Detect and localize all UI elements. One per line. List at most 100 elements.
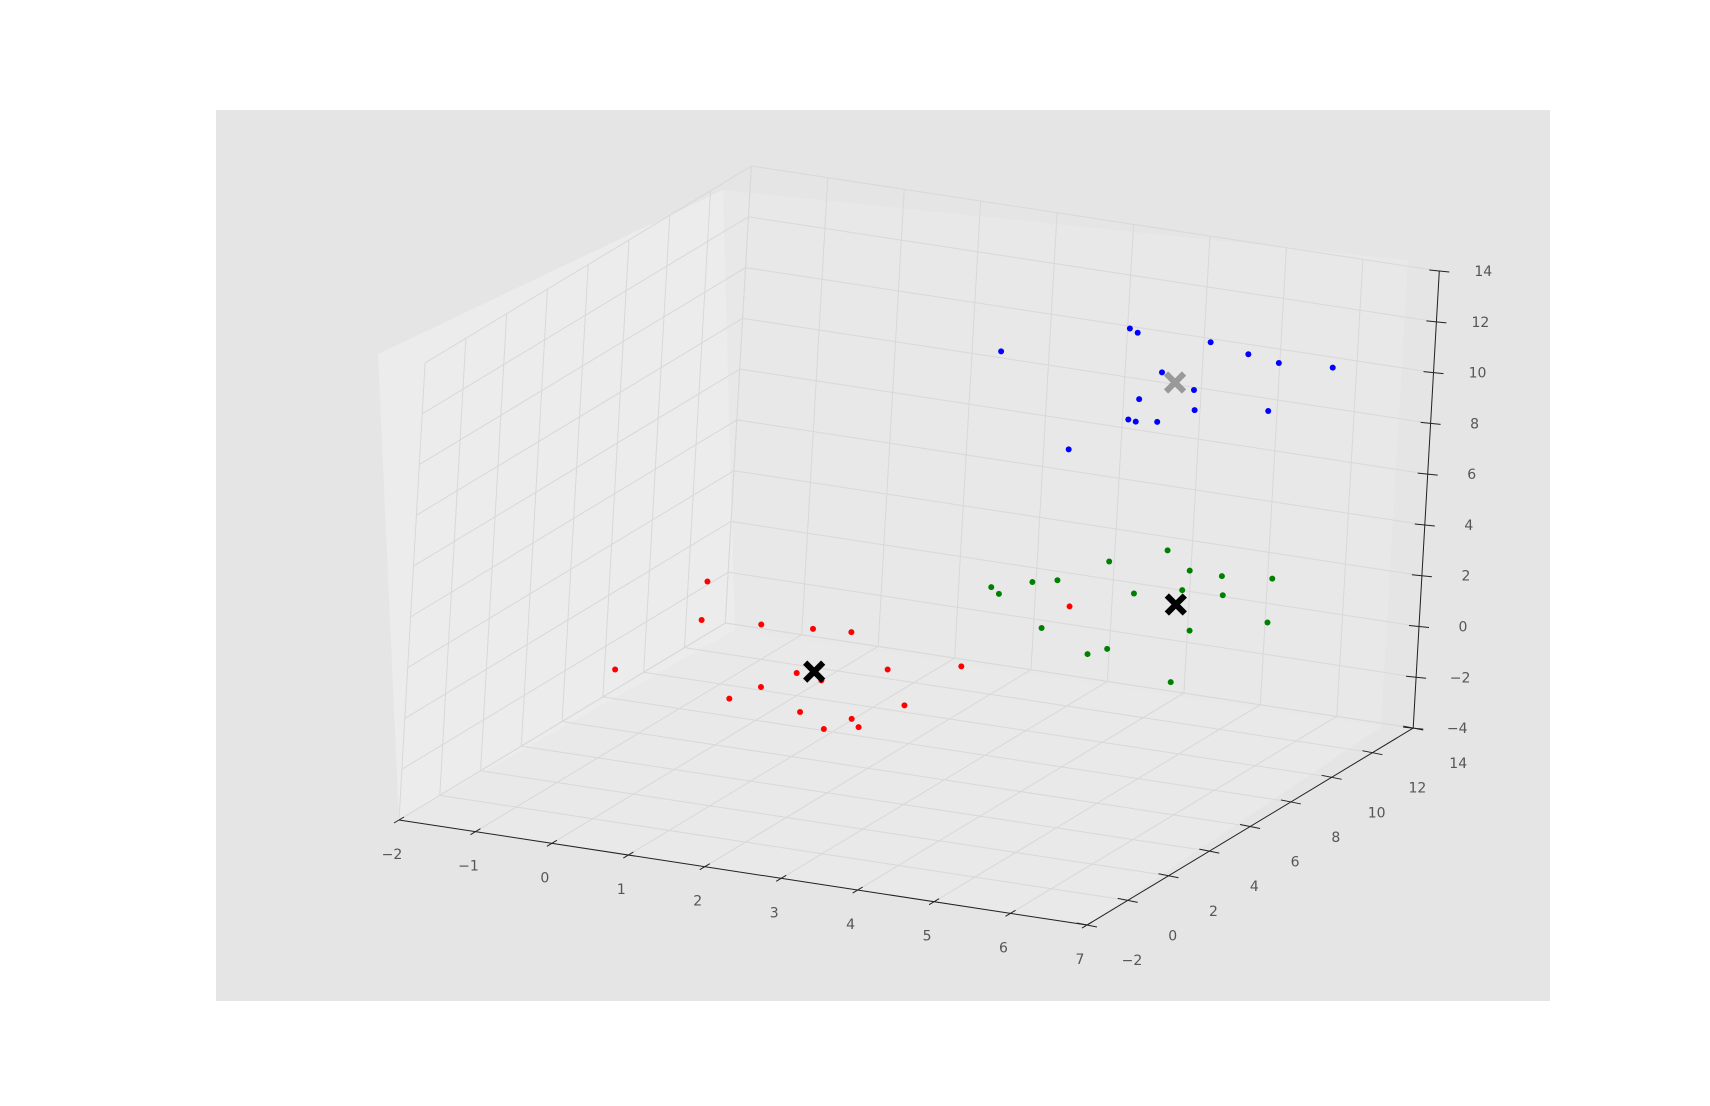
side-pane-gridline xyxy=(480,313,508,771)
floor-pane-gridline xyxy=(643,671,1332,778)
data-point xyxy=(1264,619,1271,626)
y-tick-label: −2 xyxy=(1122,953,1143,969)
back-pane-gridline xyxy=(1106,224,1135,682)
y-axis-tick xyxy=(1280,799,1301,805)
grid-lines xyxy=(398,165,1440,926)
z-tick-label: 0 xyxy=(1459,620,1468,636)
data-point xyxy=(884,666,891,673)
data-point xyxy=(958,663,965,670)
x-tick-label: 6 xyxy=(999,940,1008,956)
back-pane-gridline xyxy=(730,520,1420,628)
data-point xyxy=(1179,587,1186,594)
data-point xyxy=(793,670,800,677)
z-axis-tick xyxy=(1406,675,1427,679)
z-axis-tick xyxy=(1420,421,1441,425)
z-tick-label: −4 xyxy=(1447,721,1468,737)
back-pane-gridline xyxy=(801,177,829,635)
data-point xyxy=(1218,573,1225,580)
data-point xyxy=(1136,396,1143,403)
floor-pane-gridline xyxy=(562,721,1251,828)
back-pane-gridline xyxy=(728,571,1417,678)
y-tick-label: 4 xyxy=(1250,879,1259,895)
z-axis-tick xyxy=(1423,371,1444,375)
back-pane-gridline xyxy=(954,201,982,659)
data-point xyxy=(998,348,1005,355)
back-pane-gridline xyxy=(742,317,1431,424)
z-axis-tick xyxy=(1426,320,1447,324)
centroid-x-marker xyxy=(1164,593,1187,616)
x-tick-label: 5 xyxy=(923,929,932,945)
data-point xyxy=(612,666,619,673)
y-axis-tick xyxy=(1321,774,1342,780)
x-tick-label: −1 xyxy=(458,859,479,875)
z-axis-tick xyxy=(1414,523,1435,527)
y-axis-tick xyxy=(1239,824,1261,830)
y-axis-tick xyxy=(1199,848,1220,854)
data-point xyxy=(1186,627,1193,634)
data-point xyxy=(1207,339,1214,346)
back-pane-gridline xyxy=(1259,247,1287,705)
floor-pane-gridline xyxy=(725,622,1414,729)
x-tick-label: 0 xyxy=(540,870,549,886)
floor-pane-gridline xyxy=(480,770,1169,877)
x-tick-label: 7 xyxy=(1075,952,1084,968)
data-point xyxy=(1329,364,1336,371)
back-pane-gridline xyxy=(748,216,1437,323)
data-point xyxy=(1245,351,1252,358)
data-point xyxy=(1130,590,1137,597)
side-pane-gridline xyxy=(439,338,467,796)
data-point xyxy=(820,725,827,732)
data-point xyxy=(1269,575,1276,582)
data-point xyxy=(1065,446,1072,453)
data-point xyxy=(758,621,765,628)
data-point xyxy=(1134,329,1141,336)
floor-pane-gridline xyxy=(684,647,1373,754)
data-point xyxy=(1164,547,1171,554)
x-axis-line xyxy=(398,819,1088,926)
side-pane-gridline xyxy=(561,264,589,722)
data-point xyxy=(810,625,817,632)
x-tick-label: 2 xyxy=(693,894,702,910)
data-point xyxy=(848,629,855,636)
x-tick-label: −2 xyxy=(382,847,403,863)
x-axis-tick xyxy=(470,828,481,836)
x-tick-label: 1 xyxy=(617,882,626,898)
side-pane-gridline xyxy=(602,239,630,697)
back-pane-gridline xyxy=(1183,236,1211,694)
floor-pane-gridline xyxy=(475,634,802,833)
data-point xyxy=(1132,418,1139,425)
x-axis-tick xyxy=(928,898,940,906)
back-pane-gridline xyxy=(724,165,752,624)
data-point xyxy=(1191,407,1198,414)
x-axis-tick xyxy=(393,816,405,824)
back-pane-gridline xyxy=(739,368,1428,475)
back-pane-gridline xyxy=(1030,212,1058,670)
data-point xyxy=(848,715,855,722)
centroid-x-marker xyxy=(1163,371,1187,394)
floor-pane-gridline xyxy=(398,622,726,821)
back-pane-gridline xyxy=(736,419,1425,526)
floor-pane-gridline xyxy=(857,692,1185,891)
centroid-x-marker xyxy=(803,660,826,683)
z-axis-line xyxy=(1412,271,1440,729)
x-axis-tick xyxy=(546,839,558,847)
x-tick-label: 3 xyxy=(770,905,779,921)
back-pane-gridline xyxy=(733,470,1422,577)
z-axis-tick xyxy=(1429,269,1450,273)
floor-pane-gridline xyxy=(780,680,1108,879)
y-tick-label: 8 xyxy=(1331,830,1340,846)
data-point xyxy=(726,695,733,702)
data-point xyxy=(1275,359,1282,366)
z-tick-label: 12 xyxy=(1471,315,1489,331)
side-pane-gridline xyxy=(398,362,426,821)
side-pane-gridline xyxy=(424,165,752,364)
z-axis-tick xyxy=(1403,726,1424,730)
z-axis-tick xyxy=(1411,574,1432,578)
floor-pane-gridline xyxy=(628,657,955,856)
x-tick-label: 4 xyxy=(846,917,855,933)
data-point xyxy=(1265,408,1272,415)
side-pane-gridline xyxy=(520,289,548,747)
